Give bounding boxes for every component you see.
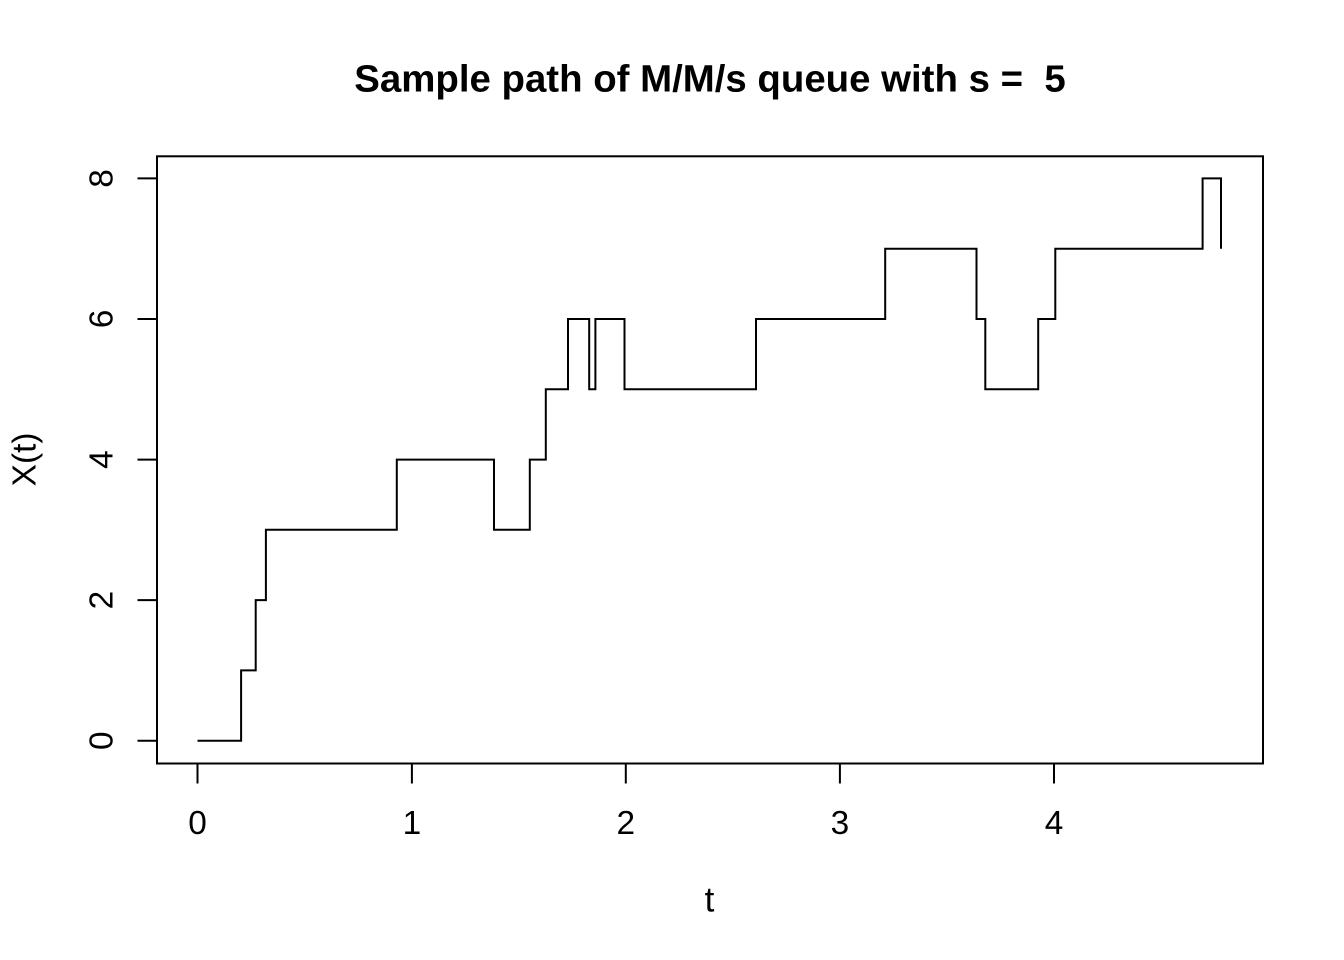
svg-text:0: 0 [188, 805, 207, 842]
svg-text:0: 0 [84, 731, 121, 750]
svg-text:3: 3 [831, 805, 850, 842]
svg-text:2: 2 [84, 591, 121, 610]
svg-text:4: 4 [84, 450, 121, 469]
svg-text:4: 4 [1045, 805, 1064, 842]
svg-text:X(t): X(t) [7, 433, 44, 487]
svg-text:2: 2 [617, 805, 636, 842]
svg-text:8: 8 [84, 169, 121, 188]
svg-text:6: 6 [84, 310, 121, 329]
svg-text:1: 1 [403, 805, 422, 842]
svg-text:Sample path of M/M/s queue wit: Sample path of M/M/s queue with s = 5 [354, 58, 1065, 101]
svg-text:t: t [705, 880, 715, 919]
